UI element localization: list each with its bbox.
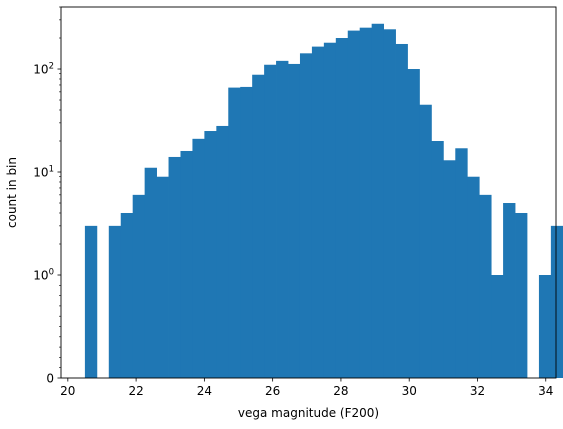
histogram-bar <box>311 46 325 378</box>
histogram-bar <box>359 27 373 379</box>
plot-frame <box>60 6 557 379</box>
histogram-bar <box>156 176 169 378</box>
histogram-bar <box>276 60 289 379</box>
histogram-bar <box>84 225 98 378</box>
histogram-bar <box>431 141 444 378</box>
histogram-bar <box>108 225 122 378</box>
histogram-bar <box>264 64 277 379</box>
histogram-bar <box>192 138 205 378</box>
x-axis-label: vega magnitude (F200) <box>238 406 379 420</box>
x-tick-label: 32 <box>470 384 485 398</box>
histogram-bar <box>491 275 504 378</box>
histogram-bar <box>323 42 337 379</box>
histogram-bar <box>144 167 157 378</box>
y-axis-ticks: 0 100 101 102 <box>33 62 61 386</box>
x-tick-label: 20 <box>60 384 75 398</box>
histogram-bar <box>228 87 241 379</box>
histogram-bar <box>252 74 265 378</box>
histogram-bar <box>503 203 516 378</box>
histogram-bar <box>132 194 146 378</box>
histogram-bar <box>216 125 229 379</box>
y-axis-label: count in bin <box>5 157 19 228</box>
histogram-bar <box>180 150 193 378</box>
histogram-bar <box>204 131 217 378</box>
histogram-bar <box>455 148 468 378</box>
histogram-bar <box>383 29 396 378</box>
x-tick-label: 24 <box>197 384 212 398</box>
y-tick-label: 101 <box>33 165 54 180</box>
histogram-bar <box>479 194 492 378</box>
x-tick-label: 26 <box>265 384 280 398</box>
y-tick-label: 102 <box>33 62 54 77</box>
histogram-bar <box>550 225 563 378</box>
histogram-bar <box>288 63 301 378</box>
histogram-bar <box>467 176 480 378</box>
y-tick-label: 0 <box>46 372 54 386</box>
histogram-bar <box>371 23 385 378</box>
x-tick-label: 22 <box>128 384 143 398</box>
x-tick-label: 30 <box>402 384 417 398</box>
x-tick-label: 34 <box>538 384 553 398</box>
histogram-bar <box>395 43 408 378</box>
histogram-bar <box>419 104 432 378</box>
x-axis-ticks: 20 22 24 26 28 30 32 34 <box>60 378 553 398</box>
histogram-bar <box>538 275 552 378</box>
x-tick-label: 28 <box>333 384 348 398</box>
y-tick-label: 100 <box>33 268 54 283</box>
histogram-bar <box>347 30 361 378</box>
histogram-bar <box>168 156 181 378</box>
histogram-bar <box>240 86 253 378</box>
histogram-bar <box>299 53 313 379</box>
histogram-bar <box>407 69 420 379</box>
histogram-bar <box>335 38 349 379</box>
histogram-bar <box>443 160 456 378</box>
histogram-bars <box>84 23 563 379</box>
histogram-bar <box>120 212 134 378</box>
histogram-bar <box>515 212 528 378</box>
